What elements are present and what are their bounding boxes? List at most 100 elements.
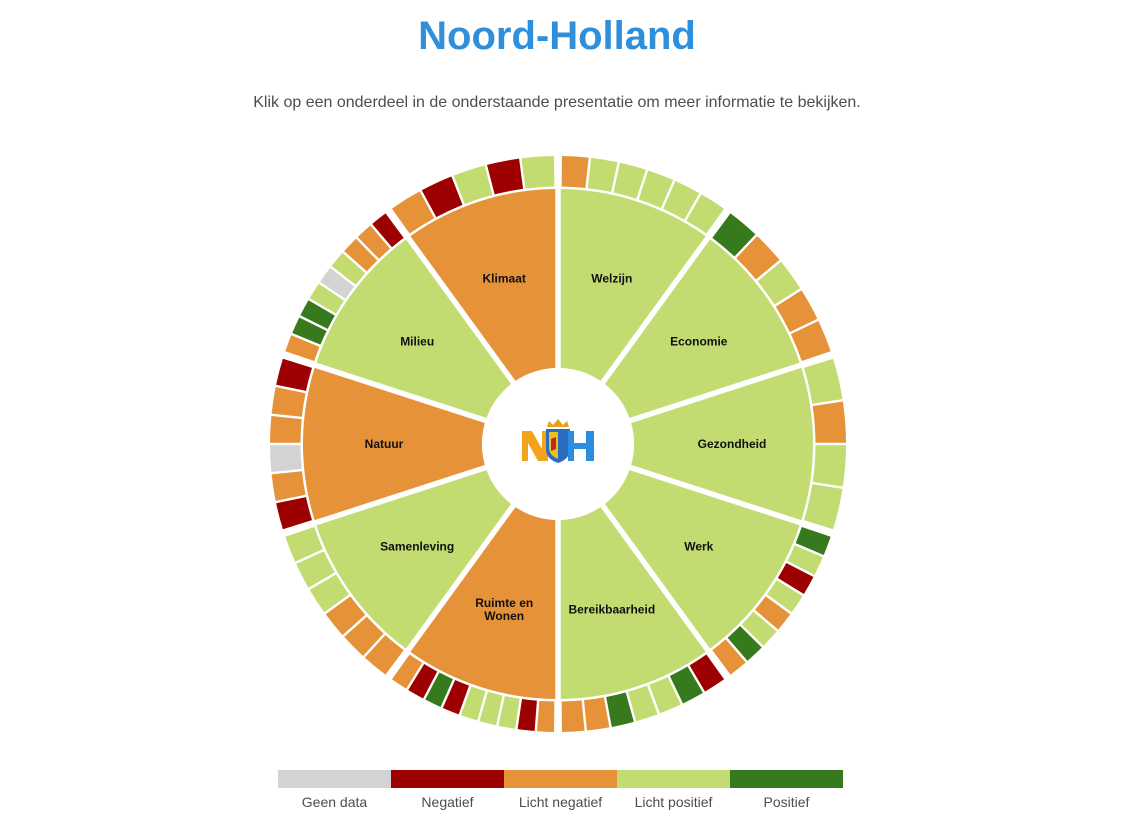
legend-swatch <box>278 770 391 788</box>
indicator-milieu-3[interactable] <box>300 300 335 329</box>
indicator-bereikbaarheid-6[interactable] <box>584 697 610 731</box>
indicator-natuur-6[interactable] <box>276 358 312 391</box>
indicator-gezondheid-1[interactable] <box>804 358 843 404</box>
indicator-bereikbaarheid-2[interactable] <box>669 666 703 704</box>
wedge-milieu[interactable] <box>316 239 512 418</box>
wheel-segment-samenleving[interactable]: Samenleving <box>285 470 512 675</box>
wheel-label-economie: Economie <box>670 335 728 349</box>
indicator-economie-5[interactable] <box>790 320 831 361</box>
indicator-werk-3[interactable] <box>777 563 814 595</box>
wheel-segment-milieu[interactable]: Milieu <box>285 213 512 418</box>
indicator-ruimte-en-wonen-1[interactable] <box>536 700 555 732</box>
indicator-gezondheid-4[interactable] <box>804 484 843 530</box>
wheel-segment-ruimte-en-wonen[interactable]: Ruimte en Wonen <box>391 507 556 732</box>
legend-item-negatief: Negatief <box>391 770 504 814</box>
indicator-milieu-1[interactable] <box>285 335 320 361</box>
indicator-ruimte-en-wonen-2[interactable] <box>517 698 537 732</box>
indicator-bereikbaarheid-1[interactable] <box>689 654 725 692</box>
wheel-label-samenleving: Samenleving <box>380 539 454 553</box>
indicator-welzijn-3[interactable] <box>613 162 646 199</box>
indicator-welzijn-5[interactable] <box>663 181 700 220</box>
wheel-label-welzijn: Welzijn <box>591 272 632 286</box>
legend-label: Geen data <box>301 794 368 810</box>
wedge-klimaat[interactable] <box>410 189 556 381</box>
wheel-segment-economie[interactable]: Economie <box>604 213 831 418</box>
wedge-samenleving[interactable] <box>316 470 512 649</box>
indicator-werk-5[interactable] <box>754 596 791 630</box>
indicator-ruimte-en-wonen-3[interactable] <box>498 695 520 729</box>
wheel-label-bereikbaarheid: Bereikbaarheid <box>568 603 655 617</box>
indicator-werk-7[interactable] <box>727 626 762 661</box>
wheel-label-natuur: Natuur <box>365 437 404 451</box>
indicator-ruimte-en-wonen-7[interactable] <box>425 672 453 707</box>
wedge-natuur[interactable] <box>302 367 485 521</box>
indicator-bereikbaarheid-3[interactable] <box>649 676 681 714</box>
indicator-klimaat-1[interactable] <box>391 191 435 234</box>
indicator-economie-4[interactable] <box>775 290 818 332</box>
indicator-milieu-4[interactable] <box>309 283 345 314</box>
indicator-werk-1[interactable] <box>795 527 831 556</box>
legend-swatch <box>504 770 617 788</box>
indicator-milieu-6[interactable] <box>331 252 366 285</box>
indicator-samenleving-5[interactable] <box>296 551 335 588</box>
indicator-welzijn-2[interactable] <box>587 157 618 193</box>
wedge-werk[interactable] <box>604 470 800 649</box>
indicator-samenleving-2[interactable] <box>344 616 384 656</box>
indicator-ruimte-en-wonen-6[interactable] <box>442 680 470 715</box>
indicator-welzijn-1[interactable] <box>561 156 589 188</box>
indicator-samenleving-3[interactable] <box>325 596 366 636</box>
indicator-milieu-7[interactable] <box>344 238 378 272</box>
wheel-segment-werk[interactable]: Werk <box>604 470 831 675</box>
indicator-ruimte-en-wonen-5[interactable] <box>460 686 486 721</box>
indicator-welzijn-6[interactable] <box>686 194 725 234</box>
indicator-werk-6[interactable] <box>741 611 777 646</box>
indicator-gezondheid-2[interactable] <box>812 401 846 443</box>
indicator-werk-2[interactable] <box>787 545 823 575</box>
wheel-label-gezondheid: Gezondheid <box>698 437 767 451</box>
indicator-bereikbaarheid-7[interactable] <box>561 700 585 732</box>
indicator-economie-3[interactable] <box>757 261 801 305</box>
wheel-label-ruimte-en-wonen: Ruimte en Wonen <box>475 596 533 623</box>
wedge-bereikbaarheid[interactable] <box>560 507 706 699</box>
legend-item-positief: Positief <box>730 770 843 814</box>
indicator-samenleving-6[interactable] <box>285 527 323 562</box>
indicator-klimaat-5[interactable] <box>521 156 555 189</box>
indicator-ruimte-en-wonen-4[interactable] <box>479 691 503 726</box>
indicator-welzijn-4[interactable] <box>638 170 674 208</box>
indicator-milieu-8[interactable] <box>357 225 391 259</box>
legend-label: Licht positief <box>634 794 713 810</box>
indicator-klimaat-3[interactable] <box>453 165 493 204</box>
indicator-werk-4[interactable] <box>767 580 803 613</box>
indicator-ruimte-en-wonen-9[interactable] <box>391 654 423 689</box>
indicator-bereikbaarheid-4[interactable] <box>628 685 658 722</box>
intro-text: Klik op een onderdeel in de onderstaande… <box>253 94 861 111</box>
indicator-natuur-3[interactable] <box>270 445 302 472</box>
wheel-segment-natuur[interactable]: Natuur <box>270 358 485 530</box>
indicator-ruimte-en-wonen-8[interactable] <box>408 664 438 699</box>
indicator-milieu-5[interactable] <box>320 267 355 299</box>
indicator-werk-8[interactable] <box>712 639 746 675</box>
indicator-natuur-4[interactable] <box>270 416 302 443</box>
indicator-economie-1[interactable] <box>712 213 756 257</box>
indicator-natuur-5[interactable] <box>271 387 306 417</box>
indicator-bereikbaarheid-5[interactable] <box>606 692 634 727</box>
indicator-klimaat-4[interactable] <box>487 158 524 195</box>
wheel-segment-gezondheid[interactable]: Gezondheid <box>631 358 846 530</box>
indicator-natuur-2[interactable] <box>271 471 306 501</box>
indicator-samenleving-1[interactable] <box>364 635 404 675</box>
wheel-segment-klimaat[interactable]: Klimaat <box>391 156 556 381</box>
indicator-economie-2[interactable] <box>736 236 780 280</box>
indicator-klimaat-2[interactable] <box>421 176 463 218</box>
wedge-ruimte-en-wonen[interactable] <box>410 507 556 699</box>
wheel-segment-bereikbaarheid[interactable]: Bereikbaarheid <box>560 507 725 732</box>
legend-item-geen-data: Geen data <box>278 770 391 814</box>
indicator-samenleving-4[interactable] <box>309 574 349 613</box>
wheel-segment-welzijn[interactable]: Welzijn <box>560 156 725 381</box>
wedge-welzijn[interactable] <box>560 189 706 381</box>
indicator-natuur-1[interactable] <box>276 497 312 530</box>
indicator-milieu-9[interactable] <box>372 213 404 248</box>
indicator-gezondheid-3[interactable] <box>812 445 846 487</box>
wedge-gezondheid[interactable] <box>631 367 814 521</box>
indicator-milieu-2[interactable] <box>292 317 327 345</box>
wedge-economie[interactable] <box>604 239 800 418</box>
